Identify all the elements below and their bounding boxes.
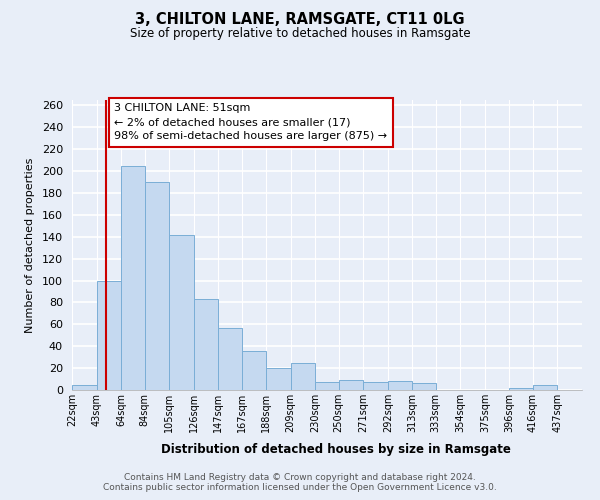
Text: 3 CHILTON LANE: 51sqm
← 2% of detached houses are smaller (17)
98% of semi-detac: 3 CHILTON LANE: 51sqm ← 2% of detached h… bbox=[114, 104, 387, 142]
Bar bbox=[121, 166, 145, 390]
Bar bbox=[533, 384, 557, 390]
Bar bbox=[72, 384, 97, 390]
Text: Size of property relative to detached houses in Ramsgate: Size of property relative to detached ho… bbox=[130, 28, 470, 40]
Text: Distribution of detached houses by size in Ramsgate: Distribution of detached houses by size … bbox=[161, 442, 511, 456]
Text: Contains public sector information licensed under the Open Government Licence v3: Contains public sector information licen… bbox=[103, 484, 497, 492]
Bar bbox=[412, 384, 436, 390]
Bar bbox=[145, 182, 169, 390]
Bar bbox=[194, 299, 218, 390]
Bar bbox=[242, 350, 266, 390]
Bar bbox=[218, 328, 242, 390]
Bar bbox=[169, 234, 194, 390]
Bar bbox=[338, 380, 363, 390]
Bar bbox=[97, 280, 121, 390]
Bar bbox=[388, 381, 412, 390]
Text: 3, CHILTON LANE, RAMSGATE, CT11 0LG: 3, CHILTON LANE, RAMSGATE, CT11 0LG bbox=[135, 12, 465, 28]
Y-axis label: Number of detached properties: Number of detached properties bbox=[25, 158, 35, 332]
Bar bbox=[509, 388, 533, 390]
Bar bbox=[266, 368, 291, 390]
Bar bbox=[316, 382, 338, 390]
Bar bbox=[363, 382, 388, 390]
Bar bbox=[291, 362, 316, 390]
Text: Contains HM Land Registry data © Crown copyright and database right 2024.: Contains HM Land Registry data © Crown c… bbox=[124, 472, 476, 482]
